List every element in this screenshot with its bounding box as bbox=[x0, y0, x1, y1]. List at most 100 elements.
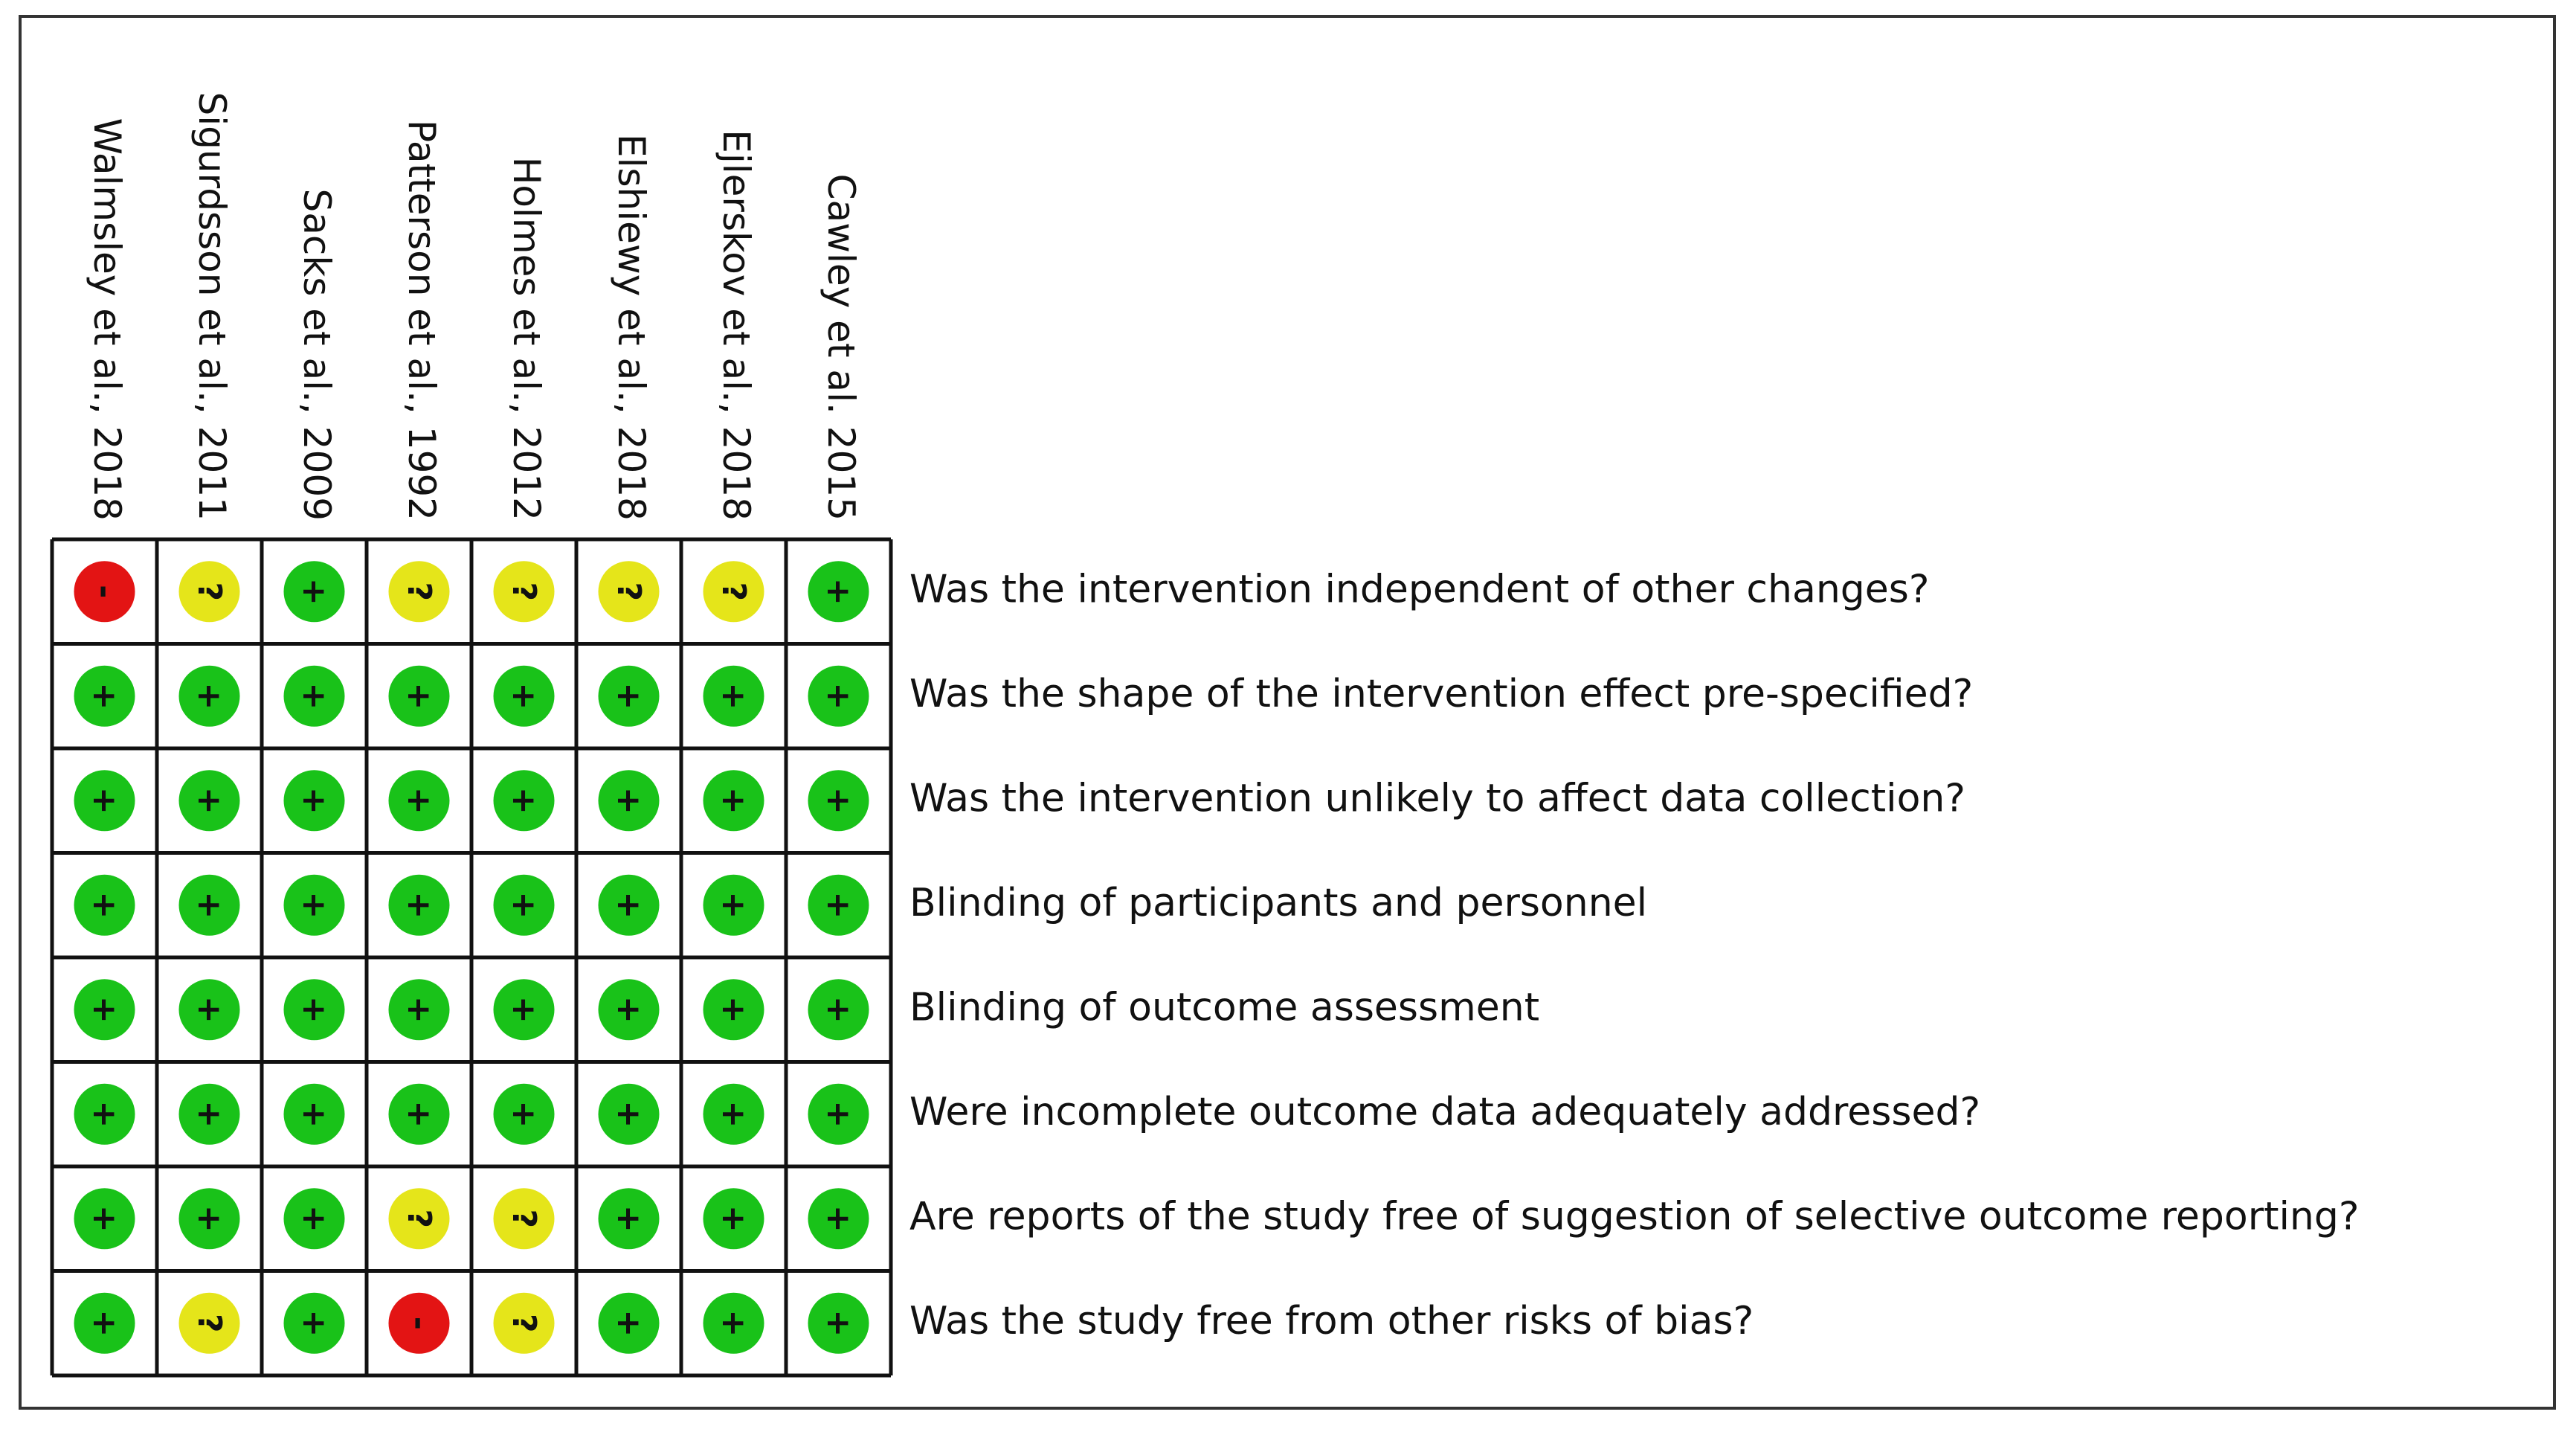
judgment-dot bbox=[493, 665, 555, 727]
judgment-symbol: + bbox=[400, 787, 438, 815]
judgment-dot bbox=[703, 1188, 764, 1250]
judgment-dot bbox=[598, 1188, 660, 1250]
judgment-symbol: + bbox=[190, 891, 228, 919]
judgment-dot bbox=[703, 1083, 764, 1145]
judgment-symbol: + bbox=[295, 996, 333, 1024]
study-label: Ejlerskov et al., 2018 bbox=[715, 129, 758, 521]
judgment-dot bbox=[493, 1083, 555, 1145]
judgment-symbol: + bbox=[295, 682, 333, 710]
judgment-dot bbox=[178, 1292, 240, 1354]
judgment-symbol: + bbox=[295, 1205, 333, 1233]
judgment-dot bbox=[598, 979, 660, 1041]
judgment-dot bbox=[598, 665, 660, 727]
judgment-symbol: + bbox=[610, 682, 648, 710]
domain-label: Blinding of participants and personnel bbox=[909, 881, 1647, 925]
judgment-dot bbox=[598, 874, 660, 936]
judgment-dot bbox=[74, 770, 135, 832]
domain-label: Was the intervention unlikely to affect … bbox=[909, 776, 1965, 821]
domain-label: Was the shape of the intervention effect… bbox=[909, 672, 1973, 716]
judgment-symbol: + bbox=[820, 1205, 857, 1233]
judgment-dot bbox=[178, 1188, 240, 1250]
domain-label: Were incomplete outcome data adequately … bbox=[909, 1090, 1980, 1134]
domain-label: Was the study free from other risks of b… bbox=[909, 1299, 1754, 1343]
judgment-dot bbox=[388, 665, 450, 727]
judgment-dot bbox=[74, 1083, 135, 1145]
judgment-dot bbox=[808, 874, 869, 936]
judgment-symbol: ? bbox=[505, 1314, 543, 1333]
judgment-dot bbox=[283, 770, 345, 832]
judgment-symbol: + bbox=[715, 787, 753, 815]
study-label: Elshiewy et al., 2018 bbox=[610, 134, 653, 521]
judgment-symbol: + bbox=[505, 996, 543, 1024]
judgment-dot bbox=[808, 665, 869, 727]
judgment-dot bbox=[808, 561, 869, 623]
judgment-symbol: + bbox=[715, 891, 753, 919]
judgment-dot bbox=[493, 979, 555, 1041]
judgment-symbol: + bbox=[505, 891, 543, 919]
judgment-symbol: + bbox=[190, 1100, 228, 1128]
judgment-dot bbox=[598, 1292, 660, 1354]
judgment-symbol: ? bbox=[190, 1314, 228, 1333]
judgment-dot bbox=[388, 770, 450, 832]
judgment-symbol: + bbox=[86, 996, 123, 1024]
judgment-dot bbox=[283, 1083, 345, 1145]
judgment-dot bbox=[388, 874, 450, 936]
judgment-symbol: + bbox=[295, 1100, 333, 1128]
judgment-dot bbox=[74, 1292, 135, 1354]
judgment-dot bbox=[74, 979, 135, 1041]
judgment-dot bbox=[388, 1188, 450, 1250]
judgment-symbol: + bbox=[190, 996, 228, 1024]
judgment-symbol: ? bbox=[610, 582, 648, 601]
judgment-symbol: + bbox=[295, 1309, 333, 1337]
judgment-symbol: + bbox=[86, 787, 123, 815]
judgment-symbol: ? bbox=[400, 1209, 438, 1228]
judgment-symbol: + bbox=[820, 682, 857, 710]
judgment-symbol: + bbox=[400, 682, 438, 710]
judgment-dot bbox=[74, 561, 135, 623]
domain-label: Blinding of outcome assessment bbox=[909, 985, 1539, 1030]
judgment-dot bbox=[283, 561, 345, 623]
judgment-symbol: + bbox=[190, 787, 228, 815]
judgment-symbol: + bbox=[400, 996, 438, 1024]
judgment-symbol: + bbox=[610, 1309, 648, 1337]
judgment-symbol: + bbox=[610, 1100, 648, 1128]
judgment-dot bbox=[493, 561, 555, 623]
judgment-dot bbox=[74, 1188, 135, 1250]
judgment-dot bbox=[493, 874, 555, 936]
judgment-dot bbox=[178, 874, 240, 936]
judgment-symbol: + bbox=[86, 1205, 123, 1233]
judgment-symbol: + bbox=[400, 891, 438, 919]
judgment-dot bbox=[178, 770, 240, 832]
judgment-dot bbox=[493, 1188, 555, 1250]
judgment-symbol: + bbox=[190, 1205, 228, 1233]
judgment-dot bbox=[703, 561, 764, 623]
judgment-symbol: + bbox=[715, 996, 753, 1024]
judgment-dot bbox=[703, 979, 764, 1041]
judgment-symbol: + bbox=[610, 787, 648, 815]
judgment-dot bbox=[388, 1083, 450, 1145]
judgment-symbol: + bbox=[505, 787, 543, 815]
judgment-dot bbox=[283, 979, 345, 1041]
study-label: Walmsley et al., 2018 bbox=[86, 118, 129, 521]
judgment-symbol: + bbox=[505, 1100, 543, 1128]
judgment-symbol: + bbox=[820, 891, 857, 919]
judgment-symbol: + bbox=[295, 891, 333, 919]
judgment-dot bbox=[808, 1188, 869, 1250]
study-label: Holmes et al., 2012 bbox=[505, 157, 548, 521]
judgment-symbol: ? bbox=[400, 582, 438, 601]
judgment-dot bbox=[388, 979, 450, 1041]
judgment-dot bbox=[74, 874, 135, 936]
judgment-symbol: + bbox=[190, 682, 228, 710]
judgment-symbol: + bbox=[820, 1309, 857, 1337]
judgment-dot bbox=[283, 1292, 345, 1354]
judgment-dot bbox=[493, 1292, 555, 1354]
judgment-symbol: + bbox=[715, 1205, 753, 1233]
judgment-symbol: ? bbox=[190, 582, 228, 601]
judgment-symbol: + bbox=[715, 1100, 753, 1128]
judgment-dot bbox=[283, 874, 345, 936]
judgment-symbol: + bbox=[715, 682, 753, 710]
judgment-dot bbox=[283, 665, 345, 727]
judgment-dot bbox=[178, 665, 240, 727]
judgment-symbol: ? bbox=[505, 1209, 543, 1228]
